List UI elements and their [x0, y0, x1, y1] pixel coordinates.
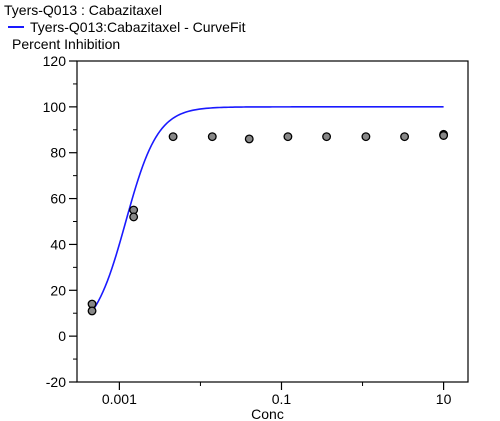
y-tick-label: 0 [58, 328, 66, 344]
y-tick-label: 80 [50, 145, 66, 161]
data-point [439, 131, 449, 140]
data-point [168, 132, 178, 142]
y-tick-label: 60 [50, 191, 66, 207]
data-point [322, 132, 332, 142]
data-point [129, 212, 139, 222]
legend: Tyers-Q013:Cabazitaxel - CurveFit [8, 19, 246, 35]
data-point [361, 132, 371, 142]
data-point [244, 134, 254, 144]
data-point [207, 132, 217, 142]
plot-frame [76, 60, 469, 383]
y-tick-label: 40 [50, 236, 66, 252]
y-tick-label: 120 [43, 53, 67, 69]
data-point [283, 132, 293, 142]
x-axis-label: Conc [251, 406, 284, 421]
data-point [400, 132, 410, 142]
chart-title: Tyers-Q013 : Cabazitaxel [4, 2, 162, 18]
y-tick-label: 20 [50, 282, 66, 298]
y-tick-label: -20 [46, 374, 66, 390]
x-tick-label: 0.001 [102, 391, 137, 407]
y-axis-label: Percent Inhibition [12, 36, 121, 52]
legend-label: Tyers-Q013:Cabazitaxel - CurveFit [30, 19, 246, 35]
data-point [87, 306, 97, 316]
x-tick-label: 0.1 [272, 391, 292, 407]
legend-line-swatch [8, 26, 24, 29]
x-tick-label: 10 [436, 391, 452, 407]
curve-fit-line [91, 106, 444, 312]
y-tick-label: 100 [43, 99, 67, 115]
